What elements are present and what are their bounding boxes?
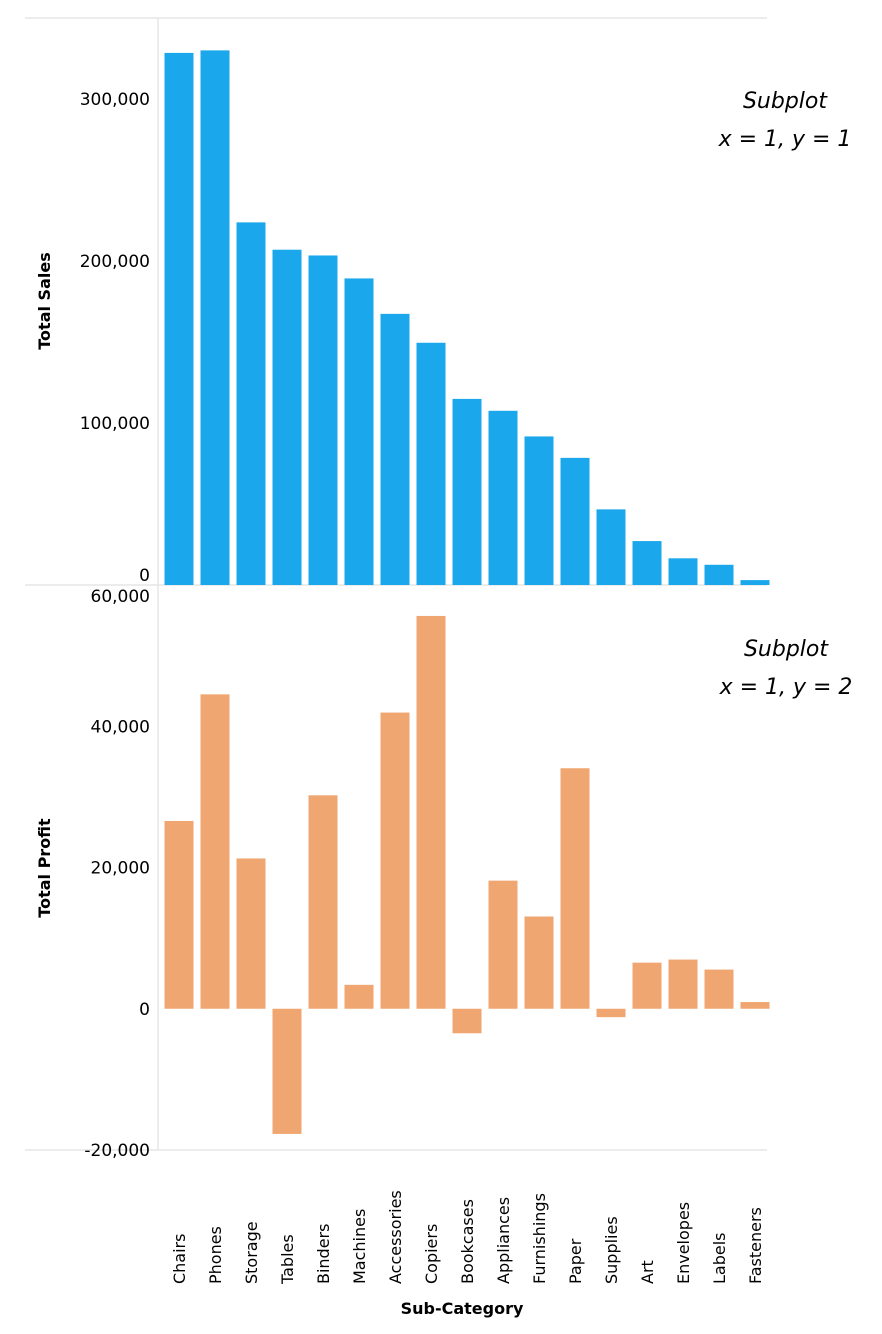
y-tick-label: 40,000: [91, 717, 150, 737]
bar-supplies: [596, 1008, 626, 1018]
bar-storage: [236, 858, 266, 1009]
x-tick-label-machines: Machines: [350, 1209, 369, 1284]
y-tick-label: 300,000: [80, 90, 150, 110]
bar-furnishings: [524, 436, 554, 585]
bar-supplies: [596, 509, 626, 585]
bar-art: [632, 541, 662, 585]
y-tick-label: 100,000: [80, 414, 150, 434]
bar-phones: [200, 50, 230, 585]
bottom-subplot: -20,000 0 20,000 40,000 60,000 Total Profit Su…: [35, 587, 852, 1161]
x-tick-label-copiers: Copiers: [422, 1224, 441, 1284]
x-tick-label-fasteners: Fasteners: [746, 1207, 765, 1284]
x-tick-label-art: Art: [638, 1260, 657, 1284]
bar-phones: [200, 694, 230, 1009]
y-axis-title: Total Sales: [35, 252, 54, 349]
bar-storage: [236, 222, 266, 585]
x-tick-label-binders: Binders: [314, 1224, 333, 1284]
bar-appliances: [488, 410, 518, 585]
subplot-annotation-line: x = 1, y = 2: [719, 675, 853, 700]
x-axis-category-labels: Chairs Phones Storage Tables Binders Machines…: [170, 1190, 765, 1285]
bar-binders: [308, 255, 338, 585]
x-tick-label-supplies: Supplies: [602, 1216, 621, 1284]
bar-appliances: [488, 880, 518, 1009]
x-tick-label-chairs: Chairs: [170, 1234, 189, 1284]
y-tick-label: 60,000: [91, 587, 150, 607]
bar-envelopes: [668, 558, 698, 585]
bar-labels: [704, 564, 734, 585]
x-tick-label-furnishings: Furnishings: [530, 1193, 549, 1284]
subplot-annotation-line: Subplot: [743, 89, 828, 114]
bar-binders: [308, 795, 338, 1009]
bar-tables: [272, 1008, 302, 1134]
bar-machines: [344, 278, 374, 585]
bar-envelopes: [668, 959, 698, 1009]
bar-fasteners: [740, 1002, 770, 1009]
bar-copiers: [416, 342, 446, 585]
x-tick-label-tables: Tables: [278, 1234, 297, 1285]
bar-bookcases: [452, 1008, 482, 1034]
y-tick-label: 200,000: [80, 252, 150, 272]
y-tick-label: 0: [139, 1000, 150, 1020]
x-tick-label-labels: Labels: [710, 1233, 729, 1285]
bar-labels: [704, 969, 734, 1009]
x-tick-label-bookcases: Bookcases: [458, 1199, 477, 1284]
bar-accessories: [380, 712, 410, 1009]
bar-chairs: [164, 820, 194, 1009]
bar-machines: [344, 984, 374, 1009]
subplot-annotation-line: x = 1, y = 1: [718, 127, 852, 152]
bar-bookcases: [452, 398, 482, 585]
bar-art: [632, 962, 662, 1009]
bar-copiers: [416, 615, 446, 1009]
x-tick-label-paper: Paper: [566, 1238, 585, 1284]
x-tick-label-envelopes: Envelopes: [674, 1202, 693, 1284]
bar-paper: [560, 768, 590, 1009]
y-tick-label: -20,000: [84, 1141, 150, 1161]
x-tick-label-appliances: Appliances: [494, 1197, 513, 1284]
bar-paper: [560, 457, 590, 585]
subplot-annotation-line: Subplot: [744, 637, 829, 662]
bar-fasteners: [740, 580, 770, 585]
x-tick-label-phones: Phones: [206, 1226, 225, 1284]
bar-chairs: [164, 52, 194, 586]
x-axis-title: Sub-Category: [401, 1299, 524, 1318]
bar-furnishings: [524, 916, 554, 1009]
y-axis-title: Total Profit: [35, 818, 54, 918]
y-tick-label: 20,000: [91, 859, 150, 879]
x-tick-label-accessories: Accessories: [386, 1190, 405, 1284]
top-subplot: 0 100,000 200,000 300,000 Total Sales Subplot…: [35, 50, 851, 586]
x-tick-label-storage: Storage: [242, 1221, 261, 1284]
y-tick-label: 0: [139, 566, 150, 586]
bar-accessories: [380, 313, 410, 585]
bar-tables: [272, 249, 302, 585]
